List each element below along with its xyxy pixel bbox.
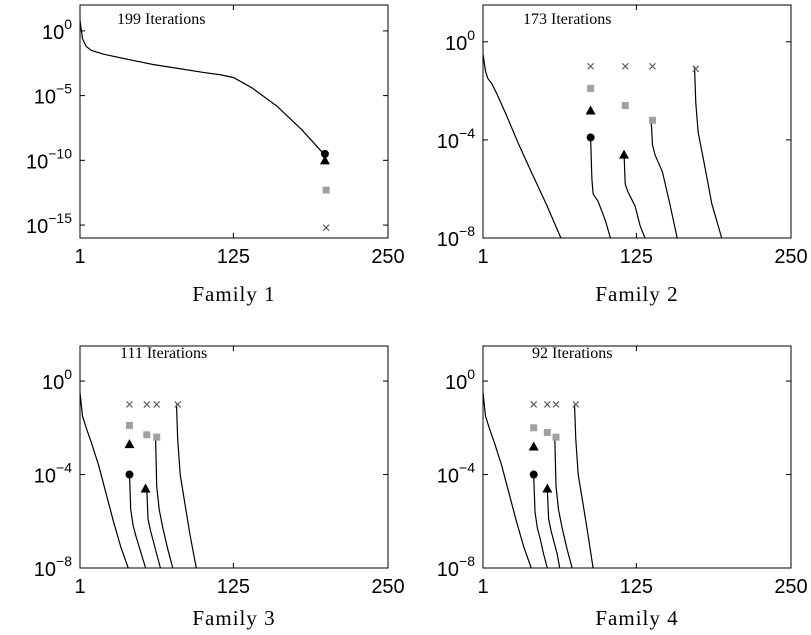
marker-square [530, 424, 538, 432]
x-tick-label: 250 [774, 246, 807, 268]
series-line-5 [573, 404, 594, 569]
marker-circle [125, 470, 134, 479]
marker-square [153, 433, 161, 441]
marker-square [322, 186, 330, 194]
panel-family-2: 173 Iterations 100 10−4 10−8 1 125 250 Famil… [437, 4, 808, 306]
marker-square [143, 431, 151, 439]
series-line-3 [146, 488, 161, 569]
iterations-annotation: 199 Iterations [117, 11, 205, 28]
x-tick-label: 125 [620, 576, 653, 598]
marker-triangle [140, 483, 151, 493]
marker-x [552, 400, 560, 408]
y-tick-label: 10−5 [34, 81, 72, 109]
y-tick-label: 10−4 [437, 125, 475, 153]
y-tick-label: 10−8 [437, 553, 475, 581]
marker-square [621, 102, 629, 110]
marker-x [649, 62, 656, 70]
x-axis-label: Family 1 [192, 282, 275, 306]
y-tick-label: 100 [445, 366, 475, 394]
series-line-1 [79, 20, 326, 156]
marker-x [322, 224, 330, 232]
x-tick-label: 125 [217, 246, 250, 268]
iterations-annotation: 92 Iterations [532, 345, 612, 362]
y-tick-label: 10−4 [437, 460, 475, 488]
y-tick-label: 10−4 [34, 460, 72, 488]
iterations-annotation: 173 Iterations [523, 11, 611, 28]
y-tick-label: 10−15 [26, 210, 72, 238]
marker-x [621, 62, 629, 70]
y-tick-label: 10−10 [26, 145, 72, 173]
x-tick-label: 125 [217, 576, 250, 598]
series-line-2 [533, 474, 548, 569]
series-line-4 [154, 434, 174, 569]
marker-x [143, 400, 151, 408]
x-tick-label: 1 [74, 576, 85, 598]
x-tick-label: 1 [477, 246, 488, 268]
series-line-1 [79, 392, 129, 569]
marker-triangle [124, 439, 135, 449]
x-tick-label: 125 [620, 246, 653, 268]
y-tick-label: 10−8 [437, 223, 475, 251]
x-tick-label: 250 [774, 576, 807, 598]
y-tick-label: 100 [445, 27, 475, 55]
x-tick-label: 250 [371, 576, 404, 598]
series-line-3 [623, 152, 646, 239]
series-line-5 [175, 404, 197, 569]
marker-triangle [542, 483, 553, 493]
iterations-annotation: 111 Iterations [120, 345, 207, 362]
marker-square [125, 421, 133, 429]
marker-triangle [528, 441, 539, 451]
x-tick-label: 1 [74, 246, 85, 268]
y-tick-label: 100 [42, 16, 72, 44]
marker-circle [529, 470, 538, 479]
marker-x [692, 65, 700, 73]
marker-circle [586, 133, 595, 142]
series-line-4 [554, 434, 573, 569]
marker-square [648, 116, 656, 124]
series-line-2 [590, 137, 611, 239]
marker-x [126, 400, 133, 408]
plot-frame [79, 345, 389, 569]
plot-frame [79, 4, 389, 239]
x-tick-label: 250 [371, 246, 404, 268]
marker-triangle [585, 105, 596, 115]
y-tick-label: 10−8 [34, 553, 72, 581]
marker-square [587, 84, 595, 92]
marker-x [587, 62, 595, 70]
marker-triangle [619, 149, 630, 159]
panel-family-4: 92 Iterations 100 10−4 10−8 1 125 250 Family… [437, 345, 808, 630]
panel-family-3: 111 Iterations 100 10−4 10−8 1 125 250 Famil… [34, 345, 405, 630]
series-line-1 [482, 54, 562, 239]
marker-square [552, 433, 560, 441]
panel-family-1: 199 Iterations 100 10−5 10−10 10−15 1 125 250… [26, 4, 405, 306]
x-axis-label: Family 3 [192, 606, 275, 630]
x-axis-label: Family 2 [595, 282, 678, 306]
marker-square [543, 428, 551, 436]
plot-frame [482, 4, 792, 239]
series-line-5 [693, 66, 723, 239]
y-tick-label: 100 [42, 366, 72, 394]
series-line-4 [650, 120, 678, 239]
series-line-3 [546, 488, 561, 569]
marker-triangle [319, 155, 330, 165]
marker-x [153, 400, 161, 408]
marker-x [543, 400, 551, 408]
plot-frame [482, 345, 792, 569]
marker-x [530, 400, 538, 408]
marker-x [174, 400, 182, 408]
marker-x [572, 400, 580, 408]
x-axis-label: Family 4 [595, 606, 678, 630]
x-tick-label: 1 [477, 576, 488, 598]
marker-circle [320, 149, 329, 158]
series-line-2 [128, 474, 147, 569]
series-line-1 [482, 392, 532, 569]
